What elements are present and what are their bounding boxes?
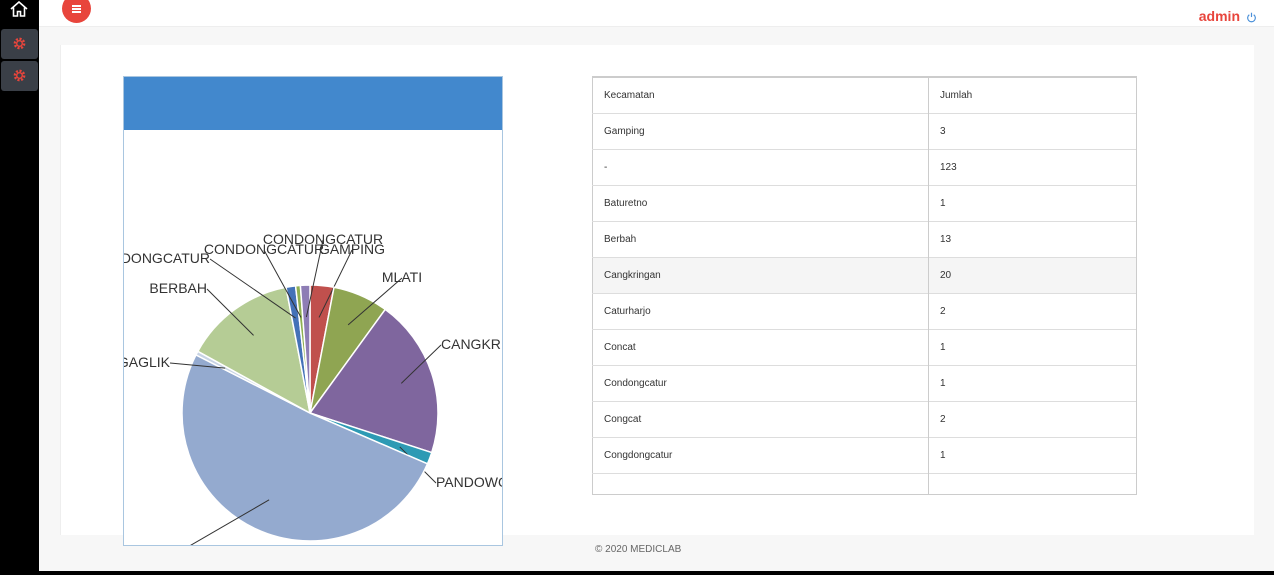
table-row: Congcat 2 [592,400,1137,437]
pie-slice-label: CONDONGCATUR [204,241,324,257]
table-cell: 123 [928,148,1137,185]
sidebar-settings-button-1[interactable] [1,29,38,59]
table-row: Congdongcatur 1 [592,436,1137,473]
pie-slice-label: BERBAH [149,280,207,296]
sidebar-settings-button-2[interactable] [1,61,38,91]
table-cell: 1 [928,184,1137,221]
table-header-cell: Kecamatan [592,76,929,113]
table-cell: 3 [928,112,1137,149]
table-cell: - [592,148,929,185]
pie-leader-line [263,249,302,318]
data-table: Kecamatan Jumlah Gamping 3-123 Baturetno 1 Ber… [592,76,1137,495]
table-cell: 1 [928,328,1137,365]
table-cell: Berbah [592,220,929,257]
pie-leader-line [347,277,403,326]
pie-leader-line [318,249,353,318]
table-cell: 1 [928,364,1137,401]
table-cell: Condongcatur [592,364,929,401]
table-cell: Baturetno [592,184,929,221]
pie-slice-label: PANDOWO [436,474,503,490]
table-header-cell: Jumlah [928,76,1137,113]
bottom-strip [39,571,1274,575]
pie-leader-line [209,258,296,319]
pie-slice-label: MLATI [382,269,422,285]
table-cell: 2 [928,292,1137,329]
pie-slice-label: - [184,539,189,546]
table-cell: 20 [928,256,1137,293]
pie-slice [299,284,311,414]
table-row: Baturetno 1 [592,184,1137,221]
power-icon[interactable] [1246,12,1257,23]
pie-slice [181,353,429,542]
footer-copyright: © 2020 MEDICLAB [595,544,682,555]
pie-slice-label: GAMPING [319,241,385,257]
pie-chart: GAMPING MLATI CANGKRI PANDOWO - GAGLIK BERBAH C… [124,231,503,546]
table-cell: Caturharjo [592,292,929,329]
table-cell: Concat [592,328,929,365]
table-cell: Cangkringan [592,256,929,293]
sidebar [0,0,39,575]
pie-slice-label: CANGKRI [441,336,503,352]
table-row: Caturharjo 2 [592,292,1137,329]
chart-header [124,77,502,130]
table-cell: Gamping [592,112,929,149]
gear-icon [13,37,26,50]
pie-slice-label: CONDONGCATUR [263,231,383,247]
table-row: -123 [592,148,1137,185]
hamburger-menu-icon [72,5,81,13]
table-row [592,472,1137,494]
pie-slice [196,286,312,415]
top-bar: admin [39,0,1274,27]
table-cell [928,472,1137,494]
chart-panel: GAMPING MLATI CANGKRI PANDOWO - GAGLIK BERBAH C… [123,76,503,546]
table-cell: Congdongcatur [592,436,929,473]
pie-slice-label: CONDONGCATUR [124,250,210,266]
main-content: admin GAMPING MLATI CANGKRI PANDOWO - GAGLIK B… [39,0,1274,575]
table-row: Cangkringan 20 [592,256,1137,293]
gear-icon [13,69,26,82]
pie-leader-line [169,362,226,369]
table-row: Gamping 3 [592,112,1137,149]
hamburger-menu-button[interactable] [62,0,91,23]
table-cell: Congcat [592,400,929,437]
pie-slice-label: GAGLIK [124,354,171,370]
table-row: Berbah 13 [592,220,1137,257]
pie-leader-line [400,344,442,384]
table-row: Concat 1 [592,328,1137,365]
table-cell: 2 [928,400,1137,437]
pie-leader-line [190,499,270,545]
table-row: Condongcatur 1 [592,364,1137,401]
pie-leader-line [206,288,254,336]
pie-slice [308,308,439,454]
pie-leader-line [305,239,324,318]
table-cell [592,472,929,494]
home-icon[interactable] [10,1,28,17]
table-cell: 1 [928,436,1137,473]
table-header-row: Kecamatan Jumlah [592,76,1137,113]
table-cell: 13 [928,220,1137,257]
user-name[interactable]: admin [1198,8,1240,24]
